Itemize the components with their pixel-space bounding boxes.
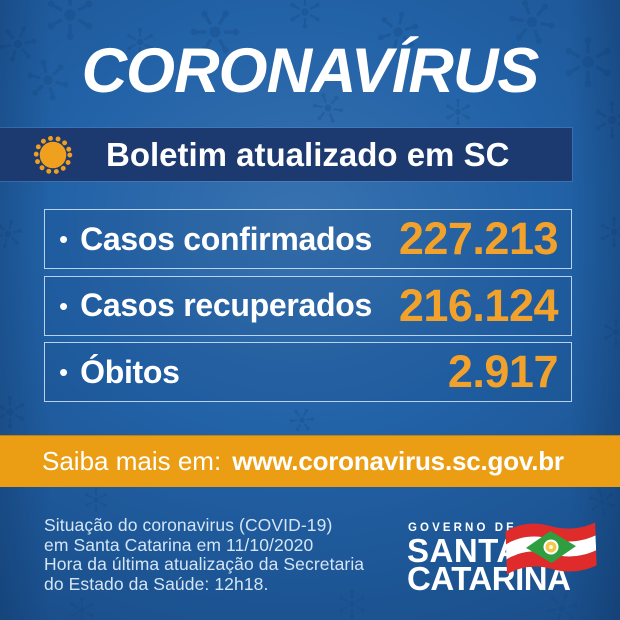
stat-value: 216.124 xyxy=(398,279,559,331)
logo-eyebrow: GOVERNO DE xyxy=(408,522,517,534)
link-banner-prefix: Saiba mais em: xyxy=(42,446,222,476)
stat-label: Casos recuperados xyxy=(80,287,373,323)
stats-list: • Casos confirmados 227.213 • Casos recu… xyxy=(44,209,572,409)
logo-name-line1: SANTA xyxy=(407,532,521,569)
bullet-icon: • xyxy=(59,290,69,321)
footer-info: Situação do coronavirus (COVID-19) em Sa… xyxy=(44,515,365,594)
page-title: CORONAVÍRUS xyxy=(81,36,540,106)
stat-label: Óbitos xyxy=(80,353,180,390)
footer-line: Hora da última atualização da Secretaria xyxy=(44,554,365,574)
footer-line: do Estado da Saúde: 12h18. xyxy=(44,573,269,594)
footer-line: em Santa Catarina em 11/10/2020 xyxy=(44,534,314,555)
stat-value: 2.917 xyxy=(447,346,559,397)
stat-label: Casos confirmados xyxy=(80,220,372,257)
bulletin-banner-label: Boletim atualizado em SC xyxy=(106,136,510,173)
stat-row-deaths: • Óbitos 2.917 xyxy=(44,342,572,402)
virus-icon xyxy=(33,135,73,175)
footer-line: Situação do coronavirus (COVID-19) xyxy=(44,515,333,535)
logo-name-line2: CATARINA xyxy=(407,560,571,597)
stat-row-recovered: • Casos recuperados 216.124 xyxy=(44,275,572,336)
santa-catarina-flag-icon xyxy=(505,522,597,575)
bullet-icon: • xyxy=(59,224,69,254)
website-url: www.coronavirus.sc.gov.br xyxy=(232,446,564,476)
stat-row-confirmed: • Casos confirmados 227.213 xyxy=(44,209,572,269)
link-banner: Saiba mais em: www.coronavirus.sc.gov.br xyxy=(0,435,620,487)
stat-value: 227.213 xyxy=(398,213,559,264)
bulletin-banner: Boletim atualizado em SC xyxy=(0,128,572,181)
governo-sc-logo: GOVERNO DE SANTA CATARINA xyxy=(407,522,607,597)
bullet-icon: • xyxy=(59,357,69,387)
